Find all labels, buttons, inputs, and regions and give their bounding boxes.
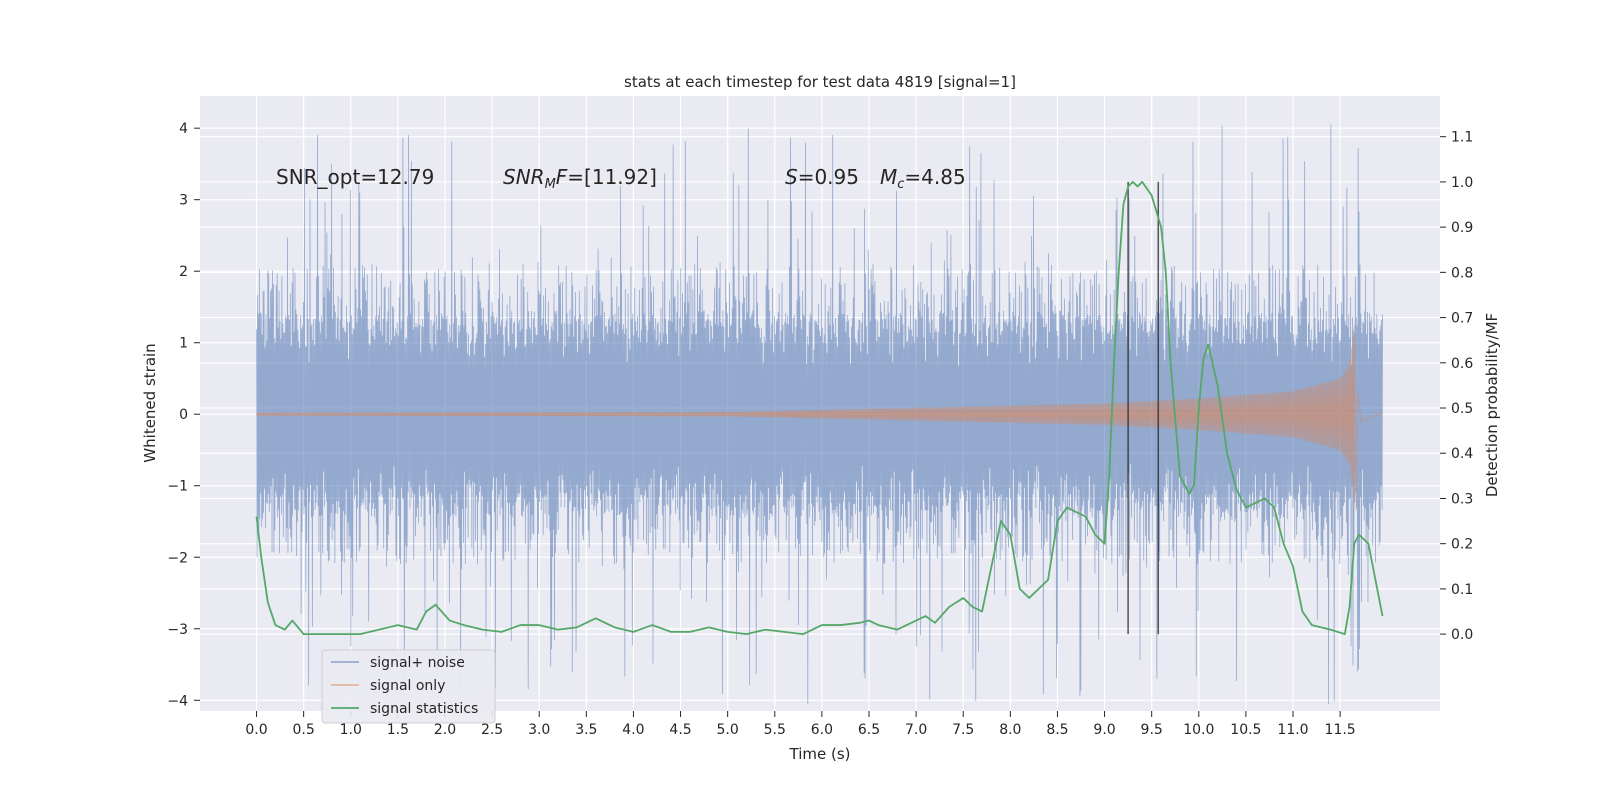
x-tick-label: 11.0 xyxy=(1277,722,1308,738)
y2-tick-label: 0.3 xyxy=(1451,491,1473,507)
y2-tick-label: 0.5 xyxy=(1451,401,1473,417)
annotation-s: S=0.95 xyxy=(785,165,859,189)
y-tick-label: 3 xyxy=(179,193,188,209)
signal-only-line xyxy=(256,324,1383,511)
x-tick-label: 0.0 xyxy=(245,722,267,738)
snr-mf-subscript: M xyxy=(545,177,556,192)
y2-tick-label: 1.1 xyxy=(1451,130,1473,146)
x-tick-label: 10.0 xyxy=(1183,722,1214,738)
signal-statistics-line xyxy=(255,181,1384,636)
y2-tick-label: 0.1 xyxy=(1451,582,1473,598)
mc-subscript: c xyxy=(897,177,904,192)
annotation-snr-mf: SNRMF=[11.92] xyxy=(503,165,657,192)
x-tick-label: 6.0 xyxy=(811,722,833,738)
s-symbol: S xyxy=(785,165,798,189)
y-tick-label: 2 xyxy=(179,264,188,280)
mc-value: =4.85 xyxy=(904,165,965,189)
x-tick-label: 5.5 xyxy=(764,722,786,738)
x-tick-label: 5.0 xyxy=(717,722,739,738)
legend: signal+ noise signal only signal statist… xyxy=(321,649,496,724)
x-tick-label: 1.5 xyxy=(387,722,409,738)
signal-noise-line xyxy=(256,124,1383,705)
s-value: =0.95 xyxy=(798,165,859,189)
x-tick-label: 8.0 xyxy=(999,722,1021,738)
x-tick-label: 2.0 xyxy=(434,722,456,738)
mc-symbol: M xyxy=(880,165,897,189)
legend-label-signal-only: signal only xyxy=(370,678,445,694)
x-tick-label: 9.0 xyxy=(1093,722,1115,738)
y-tick-label: −2 xyxy=(167,550,188,566)
legend-box xyxy=(321,649,496,724)
y-tick-label: −4 xyxy=(167,693,188,709)
y2-tick-label: 0.2 xyxy=(1451,537,1473,553)
x-tick-label: 11.5 xyxy=(1325,722,1356,738)
y2-tick-label: 0.8 xyxy=(1451,265,1473,281)
x-tick-label: 8.5 xyxy=(1046,722,1068,738)
x-tick-label: 9.5 xyxy=(1141,722,1163,738)
snr-mf-f: F xyxy=(556,165,568,189)
y-axis-label: Whitened strain xyxy=(141,343,159,462)
y-tick-label: 1 xyxy=(179,336,188,352)
x-tick-label: 4.0 xyxy=(622,722,644,738)
y2-tick-label: 0.6 xyxy=(1451,356,1473,372)
y-tick-label: −3 xyxy=(167,622,188,638)
x-tick-label: 10.5 xyxy=(1230,722,1261,738)
x-tick-label: 3.0 xyxy=(528,722,550,738)
data-layer xyxy=(255,124,1384,705)
x-tick-label: 6.5 xyxy=(858,722,880,738)
y-tick-label: 0 xyxy=(179,407,188,423)
x-tick-label: 0.5 xyxy=(293,722,315,738)
legend-label-signal-statistics: signal statistics xyxy=(370,701,478,717)
x-tick-label: 1.0 xyxy=(340,722,362,738)
legend-label-signal-noise: signal+ noise xyxy=(370,655,465,671)
x-tick-label: 7.0 xyxy=(905,722,927,738)
annotation-mc: Mc=4.85 xyxy=(880,165,966,192)
axes-layer: 0.0 0.5 1.0 1.5 2.0 2.5 3.0 3.5 4.0 4.5 5.0 5.5 6.0 6… xyxy=(167,121,1473,738)
x-tick-label: 4.5 xyxy=(669,722,691,738)
x-axis-label: Time (s) xyxy=(789,745,851,763)
y2-tick-label: 1.0 xyxy=(1451,175,1473,191)
y2-tick-label: 0.9 xyxy=(1451,220,1473,236)
chart-title: stats at each timestep for test data 481… xyxy=(624,73,1016,91)
y2-tick-label: 0.7 xyxy=(1451,311,1473,327)
y2-axis-label: Detection probability/MF xyxy=(1483,313,1501,497)
x-tick-label: 3.5 xyxy=(575,722,597,738)
y2-tick-label: 0.4 xyxy=(1451,446,1473,462)
annotation-snr-opt: SNR_opt=12.79 xyxy=(276,165,434,189)
snr-mf-symbol: SNR xyxy=(503,165,545,189)
y2-tick-label: 0.0 xyxy=(1451,627,1473,643)
x-tick-label: 2.5 xyxy=(481,722,503,738)
snr-mf-value: =[11.92] xyxy=(567,165,657,189)
y-tick-label: −1 xyxy=(167,479,188,495)
y-tick-label: 4 xyxy=(179,121,188,137)
x-tick-label: 7.5 xyxy=(952,722,974,738)
